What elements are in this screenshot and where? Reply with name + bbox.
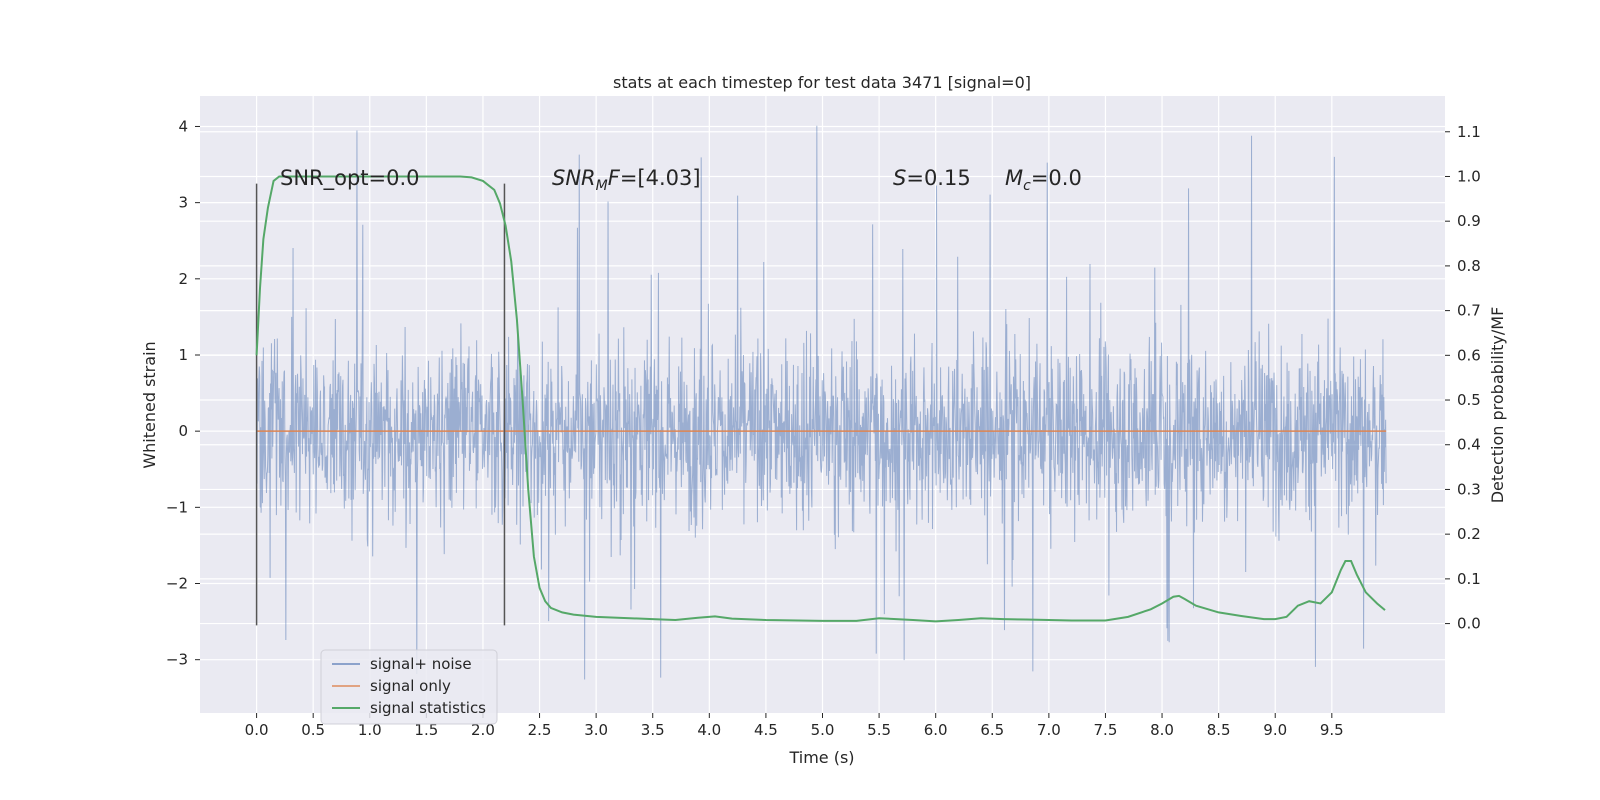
y2-tick-label: 0.6	[1457, 346, 1481, 364]
x-tick-label: 7.5	[1094, 721, 1118, 739]
y-tick-label: 4	[178, 117, 188, 135]
x-tick-label: 8.5	[1207, 721, 1231, 739]
y2-tick-label: 0.7	[1457, 302, 1481, 320]
y2-tick-label: 0.2	[1457, 525, 1481, 543]
y-axis-label: Whitened strain	[140, 341, 159, 468]
mc-annotation: Mc=0.0	[1005, 166, 1082, 194]
y2-axis-ticks: 1.1 1.0 0.9 0.8 0.7 0.6 0.5 0.4 0.3 0.2 0.1 0.0	[1445, 123, 1481, 633]
vertical-markers	[255, 183, 506, 626]
y-tick-label: −1	[166, 498, 188, 516]
s-annotation: S=0.15	[893, 166, 971, 190]
y-tick-label: 2	[178, 270, 188, 288]
signal-statistics-line	[255, 175, 1386, 623]
x-tick-label: 2.5	[528, 721, 552, 739]
x-tick-label: 4.5	[754, 721, 778, 739]
y2-axis-label: Detection probability/MF	[1488, 307, 1507, 504]
legend-label-signal: signal only	[370, 677, 451, 695]
y-tick-label: 3	[178, 194, 188, 212]
x-tick-label: 4.0	[697, 721, 721, 739]
x-tick-label: 1.5	[414, 721, 438, 739]
x-tick-label: 1.0	[358, 721, 382, 739]
x-tick-label: 6.0	[924, 721, 948, 739]
y-tick-label: −3	[166, 651, 188, 669]
y2-tick-label: 0.3	[1457, 480, 1481, 498]
x-tick-label: 2.0	[471, 721, 495, 739]
y2-tick-label: 0.8	[1457, 257, 1481, 275]
snr-mf-annotation: SNRMF=[4.03]	[552, 166, 701, 194]
x-tick-label: 5.5	[867, 721, 891, 739]
x-tick-label: 0.5	[301, 721, 325, 739]
x-axis-ticks: 0.0 0.5 1.0 1.5 2.0 2.5 3.0 3.5 4.0 4.5 5.0 5.5 6.0 6…	[245, 713, 1344, 739]
y-axis-ticks: 4 3 2 1 0 −1 −2 −3	[166, 117, 200, 669]
y-tick-label: −2	[166, 575, 188, 593]
legend-label-stats: signal statistics	[370, 699, 486, 717]
x-tick-label: 9.0	[1263, 721, 1287, 739]
x-tick-label: 7.0	[1037, 721, 1061, 739]
y2-tick-label: 1.1	[1457, 123, 1481, 141]
snr-opt-annotation: SNR_opt=0.0	[280, 166, 420, 191]
legend-label-noise: signal+ noise	[370, 655, 472, 673]
y2-tick-label: 1.0	[1457, 167, 1481, 185]
legend-box	[320, 649, 498, 725]
legend: signal+ noise signal only signal statist…	[320, 649, 498, 725]
x-tick-label: 9.5	[1320, 721, 1344, 739]
x-tick-label: 3.5	[641, 721, 665, 739]
chart-title: stats at each timestep for test data 347…	[613, 73, 1031, 92]
x-axis-label: Time (s)	[788, 748, 854, 767]
x-tick-label: 5.0	[811, 721, 835, 739]
y-tick-label: 0	[178, 422, 188, 440]
noise-series	[256, 125, 1387, 680]
y2-tick-label: 0.9	[1457, 212, 1481, 230]
y-tick-label: 1	[178, 346, 188, 364]
x-tick-label: 6.5	[980, 721, 1004, 739]
y2-tick-label: 0.0	[1457, 615, 1481, 633]
x-tick-label: 0.0	[245, 721, 269, 739]
x-tick-label: 8.0	[1150, 721, 1174, 739]
y2-tick-label: 0.1	[1457, 570, 1481, 588]
y2-tick-label: 0.5	[1457, 391, 1481, 409]
y2-tick-label: 0.4	[1457, 436, 1481, 454]
x-tick-label: 3.0	[584, 721, 608, 739]
noise-trace	[256, 125, 1387, 680]
